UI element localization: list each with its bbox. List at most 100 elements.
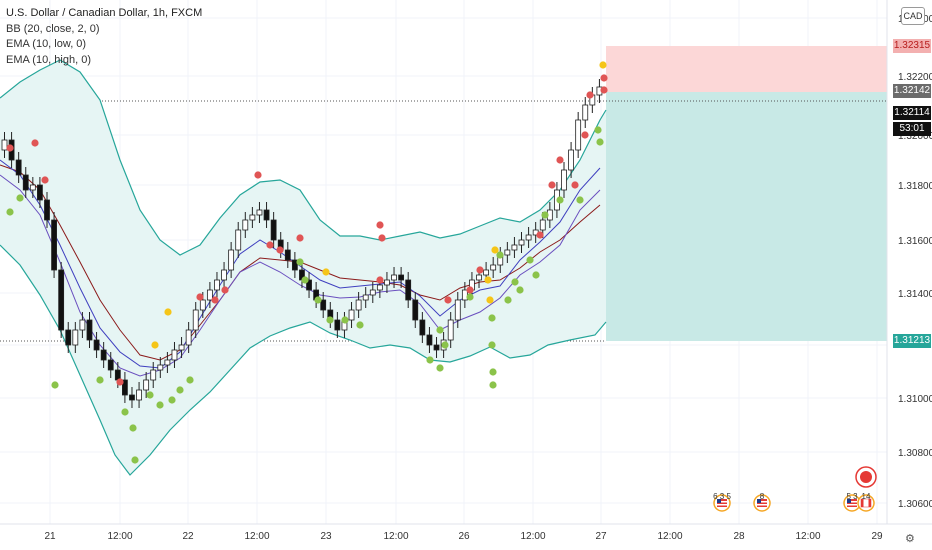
- signal-dot-green[interactable]: [426, 356, 434, 364]
- candle[interactable]: [355, 299, 362, 311]
- signal-dot-red[interactable]: [548, 181, 556, 189]
- candle[interactable]: [150, 369, 157, 381]
- signal-dot-green[interactable]: [516, 286, 524, 294]
- candle[interactable]: [575, 119, 582, 151]
- signal-dot-green[interactable]: [489, 381, 497, 389]
- candle[interactable]: [334, 319, 341, 331]
- candle[interactable]: [348, 309, 355, 321]
- bollinger-upper[interactable]: [0, 59, 607, 256]
- candle[interactable]: [284, 249, 291, 261]
- signal-dot-yellow[interactable]: [484, 276, 492, 284]
- candle[interactable]: [29, 184, 36, 191]
- candle[interactable]: [384, 279, 390, 286]
- stop-loss-zone[interactable]: [606, 46, 887, 92]
- candle[interactable]: [122, 379, 128, 396]
- candle[interactable]: [568, 149, 574, 171]
- signal-dot-green[interactable]: [6, 208, 14, 216]
- candle[interactable]: [37, 184, 43, 201]
- signal-dot-yellow[interactable]: [151, 341, 159, 349]
- indicator-ema-low[interactable]: EMA (10, low, 0): [6, 38, 87, 50]
- signal-dot-green[interactable]: [511, 278, 519, 286]
- candle[interactable]: [511, 244, 518, 251]
- signal-dot-green[interactable]: [532, 271, 540, 279]
- signal-dot-yellow[interactable]: [491, 246, 499, 254]
- candle[interactable]: [242, 219, 249, 231]
- candle[interactable]: [426, 334, 433, 346]
- signal-dot-green[interactable]: [168, 396, 176, 404]
- candle[interactable]: [93, 339, 100, 351]
- candle[interactable]: [192, 309, 199, 331]
- candle[interactable]: [199, 299, 206, 311]
- signal-dot-red[interactable]: [276, 246, 284, 254]
- gear-icon[interactable]: ⚙: [905, 533, 915, 545]
- signal-dot-red[interactable]: [196, 293, 204, 301]
- candle[interactable]: [249, 214, 256, 221]
- signal-dot-red[interactable]: [221, 286, 229, 294]
- signal-dot-red[interactable]: [376, 221, 384, 229]
- candle[interactable]: [412, 299, 419, 321]
- signal-dot-green[interactable]: [526, 256, 534, 264]
- candle[interactable]: [391, 274, 397, 281]
- signal-dot-red[interactable]: [376, 276, 384, 284]
- signal-dot-red[interactable]: [266, 241, 274, 249]
- signal-dot-yellow[interactable]: [164, 308, 172, 316]
- candle[interactable]: [214, 279, 220, 291]
- signal-dot-red[interactable]: [444, 296, 452, 304]
- signal-dot-green[interactable]: [556, 196, 564, 204]
- candle[interactable]: [164, 359, 171, 366]
- signal-dot-red[interactable]: [41, 176, 49, 184]
- candle[interactable]: [263, 209, 270, 221]
- take-profit-zone[interactable]: [606, 92, 887, 341]
- signal-dot-red[interactable]: [476, 266, 484, 274]
- signal-dot-green[interactable]: [436, 326, 444, 334]
- signal-dot-red[interactable]: [600, 86, 608, 94]
- candle[interactable]: [490, 264, 497, 271]
- candle[interactable]: [178, 344, 185, 351]
- signal-dot-yellow[interactable]: [486, 296, 494, 304]
- signal-dot-red[interactable]: [378, 234, 386, 242]
- signal-dot-green[interactable]: [16, 194, 24, 202]
- candle[interactable]: [206, 289, 213, 301]
- signal-dot-green[interactable]: [436, 364, 444, 372]
- signal-dot-green[interactable]: [51, 381, 59, 389]
- candle[interactable]: [398, 274, 405, 281]
- indicator-bb[interactable]: BB (20, close, 2, 0): [6, 22, 100, 35]
- signal-dot-yellow[interactable]: [322, 268, 330, 276]
- signal-dot-green[interactable]: [594, 126, 602, 134]
- candle[interactable]: [362, 294, 369, 301]
- candle[interactable]: [51, 219, 57, 271]
- signal-dot-green[interactable]: [596, 138, 604, 146]
- candle[interactable]: [143, 379, 150, 391]
- bollinger-lower[interactable]: [0, 244, 607, 476]
- candle[interactable]: [561, 169, 567, 191]
- signal-dot-red[interactable]: [556, 156, 564, 164]
- candle[interactable]: [185, 329, 192, 346]
- signal-dot-green[interactable]: [504, 296, 512, 304]
- candle[interactable]: [270, 219, 277, 241]
- candle[interactable]: [22, 174, 29, 191]
- candle[interactable]: [44, 199, 50, 221]
- signal-dot-green[interactable]: [576, 196, 584, 204]
- candle[interactable]: [306, 279, 312, 291]
- indicator-ema-high[interactable]: EMA (10, high, 0): [6, 53, 91, 66]
- candle[interactable]: [405, 279, 412, 301]
- signal-dot-red[interactable]: [296, 234, 304, 242]
- candle[interactable]: [65, 329, 72, 346]
- signal-dot-green[interactable]: [186, 376, 194, 384]
- signal-dot-green[interactable]: [301, 276, 309, 284]
- signal-dot-green[interactable]: [96, 376, 104, 384]
- candle[interactable]: [86, 319, 93, 341]
- candle[interactable]: [136, 389, 142, 401]
- ca-flag-icon[interactable]: 14: [857, 492, 875, 512]
- us-flag-icon[interactable]: 5 3: [843, 492, 861, 512]
- candle[interactable]: [221, 269, 227, 281]
- candle[interactable]: [419, 319, 426, 336]
- signal-dot-green[interactable]: [121, 408, 129, 416]
- signal-dot-green[interactable]: [489, 368, 497, 376]
- candle[interactable]: [100, 349, 107, 361]
- candle[interactable]: [476, 274, 482, 281]
- candle[interactable]: [235, 229, 242, 251]
- signal-dot-yellow[interactable]: [599, 61, 607, 69]
- signal-dot-red[interactable]: [116, 378, 124, 386]
- candle[interactable]: [228, 249, 235, 271]
